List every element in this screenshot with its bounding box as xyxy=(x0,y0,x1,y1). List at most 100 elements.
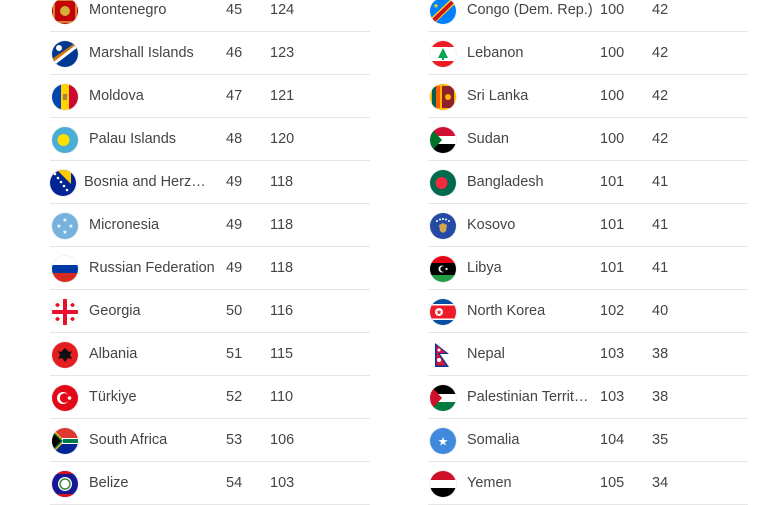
table-row[interactable]: Georgia 50 116 xyxy=(50,290,370,333)
table-row[interactable]: Bosnia and Herze… 49 118 xyxy=(50,161,370,204)
score-value: 106 xyxy=(270,432,295,448)
sri-lanka-flag-icon xyxy=(430,84,456,110)
russia-flag-icon xyxy=(52,256,78,282)
north-korea-flag-icon: ★ xyxy=(430,299,456,325)
belize-flag-icon xyxy=(52,471,78,497)
country-name: Albania xyxy=(89,346,138,362)
svg-text:★: ★ xyxy=(68,223,73,230)
rank-value: 51 xyxy=(226,346,243,362)
table-row[interactable]: ★ North Korea 102 40 xyxy=(428,290,748,333)
rank-value: 52 xyxy=(226,389,243,405)
table-row[interactable]: Albania 51 115 xyxy=(50,333,370,376)
albania-flag-icon xyxy=(52,342,78,368)
rank-value: 101 xyxy=(600,217,625,233)
table-row[interactable]: Bangladesh 101 41 xyxy=(428,161,748,204)
rank-value: 100 xyxy=(600,131,625,147)
bosnia-flag-icon xyxy=(50,170,76,196)
marshall-islands-flag-icon xyxy=(52,41,78,67)
rank-value: 46 xyxy=(226,45,243,61)
score-value: 34 xyxy=(652,475,669,491)
sudan-flag-icon xyxy=(430,127,456,153)
table-row[interactable]: Türkiye 52 110 xyxy=(50,376,370,419)
table-row[interactable]: Palestinian Territ… 103 38 xyxy=(428,376,748,419)
georgia-flag-icon xyxy=(52,299,78,325)
svg-text:★: ★ xyxy=(436,309,442,317)
table-row[interactable]: Montenegro 45 124 xyxy=(50,0,370,32)
score-value: 123 xyxy=(270,45,295,61)
country-name: Türkiye xyxy=(89,389,137,405)
score-value: 41 xyxy=(652,174,669,190)
country-name: Kosovo xyxy=(467,217,516,233)
table-row[interactable]: Belize 54 103 xyxy=(50,462,370,505)
score-value: 42 xyxy=(652,88,669,104)
svg-text:★: ★ xyxy=(62,217,67,224)
score-value: 118 xyxy=(270,260,294,276)
turkiye-flag-icon xyxy=(52,385,78,411)
libya-flag-icon xyxy=(430,256,456,282)
palau-flag-icon xyxy=(52,127,78,153)
country-name: Marshall Islands xyxy=(89,45,194,61)
rank-value: 102 xyxy=(600,303,625,319)
svg-text:★: ★ xyxy=(433,2,439,10)
table-row[interactable]: Lebanon 100 42 xyxy=(428,32,748,75)
rank-value: 104 xyxy=(600,432,625,448)
country-name: Palau Islands xyxy=(89,131,177,147)
country-name: Lebanon xyxy=(467,45,524,61)
rank-value: 49 xyxy=(226,174,243,190)
rank-value: 49 xyxy=(226,260,243,276)
rank-value: 49 xyxy=(226,217,243,233)
table-row[interactable]: Sudan 100 42 xyxy=(428,118,748,161)
score-value: 42 xyxy=(652,2,669,18)
right-column: ★ Congo (Dem. Rep.) 100 42 Lebanon 100 4… xyxy=(428,0,748,505)
country-name: Moldova xyxy=(89,88,144,104)
table-row[interactable]: ★ Congo (Dem. Rep.) 100 42 xyxy=(428,0,748,32)
table-row[interactable]: Palau Islands 48 120 xyxy=(50,118,370,161)
rank-value: 50 xyxy=(226,303,243,319)
score-value: 103 xyxy=(270,475,295,491)
table-row[interactable]: Sri Lanka 100 42 xyxy=(428,75,748,118)
country-name: Georgia xyxy=(89,303,141,319)
score-value: 42 xyxy=(652,131,669,147)
table-row[interactable]: Nepal 103 38 xyxy=(428,333,748,376)
score-value: 41 xyxy=(652,260,669,276)
country-name: Bosnia and Herze… xyxy=(84,174,208,190)
table-row[interactable]: ★ Somalia 104 35 xyxy=(428,419,748,462)
rank-value: 105 xyxy=(600,475,625,491)
palestine-flag-icon xyxy=(430,385,456,411)
rank-value: 45 xyxy=(226,2,243,18)
table-row[interactable]: Moldova 47 121 xyxy=(50,75,370,118)
left-column: Montenegro 45 124 Marshall Islands 46 12… xyxy=(50,0,370,505)
lebanon-flag-icon xyxy=(430,41,456,67)
table-row[interactable]: Marshall Islands 46 123 xyxy=(50,32,370,75)
rank-value: 47 xyxy=(226,88,243,104)
table-row[interactable]: Kosovo 101 41 xyxy=(428,204,748,247)
country-name: Libya xyxy=(467,260,502,276)
rank-value: 100 xyxy=(600,45,625,61)
country-name: Palestinian Territ… xyxy=(467,389,589,405)
score-value: 116 xyxy=(270,303,294,319)
rank-value: 54 xyxy=(226,475,243,491)
svg-text:★: ★ xyxy=(56,223,61,230)
table-row[interactable]: Russian Federation 49 118 xyxy=(50,247,370,290)
country-name: North Korea xyxy=(467,303,546,319)
table-row[interactable]: ★ ★ ★ ★ Micronesia 49 118 xyxy=(50,204,370,247)
rank-value: 53 xyxy=(226,432,243,448)
country-name: Belize xyxy=(89,475,129,491)
table-row[interactable]: Libya 101 41 xyxy=(428,247,748,290)
score-value: 38 xyxy=(652,389,669,405)
table-row[interactable]: South Africa 53 106 xyxy=(50,419,370,462)
country-name: Nepal xyxy=(467,346,505,362)
score-value: 35 xyxy=(652,432,669,448)
country-name: Bangladesh xyxy=(467,174,544,190)
rank-value: 100 xyxy=(600,88,625,104)
rank-value: 100 xyxy=(600,2,625,18)
svg-text:★: ★ xyxy=(438,435,449,449)
score-value: 115 xyxy=(270,346,294,362)
country-name: Russian Federation xyxy=(89,260,215,276)
nepal-flag-icon xyxy=(430,342,456,368)
country-name: Micronesia xyxy=(89,217,160,233)
country-name: Montenegro xyxy=(89,2,167,18)
score-value: 121 xyxy=(270,88,295,104)
table-row[interactable]: Yemen 105 34 xyxy=(428,462,748,505)
